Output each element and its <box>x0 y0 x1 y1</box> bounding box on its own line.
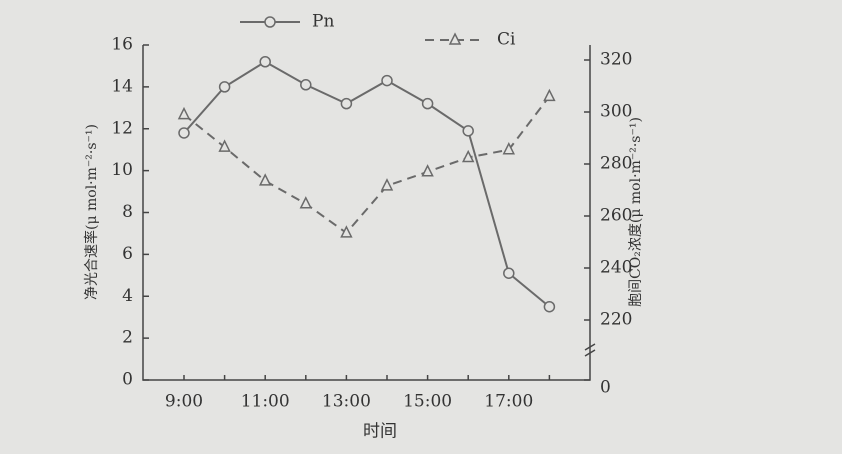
y-axis-title: 净光合速率(μ mol·m⁻²·s⁻¹) <box>83 124 100 300</box>
legend-label: Ci <box>497 30 516 50</box>
point <box>543 300 556 313</box>
y2-tick-label: 240 <box>600 258 632 278</box>
point <box>259 56 271 68</box>
y2-tick-label: 280 <box>600 154 632 174</box>
y-tick-label: 8 <box>122 202 133 222</box>
point <box>421 164 434 177</box>
y2-tick-label: 0 <box>600 378 611 398</box>
x-axis-title: 时间 <box>363 422 397 442</box>
point <box>218 81 231 93</box>
point <box>502 142 516 155</box>
x-tick-label: 13:00 <box>322 392 371 412</box>
x-tick-label: 9:00 <box>165 392 203 412</box>
point <box>462 125 474 137</box>
y-tick-label: 14 <box>111 76 133 96</box>
point <box>218 139 231 152</box>
y2-tick-label: 260 <box>600 206 632 226</box>
series-line <box>183 60 551 308</box>
legend-marker <box>448 32 462 45</box>
x-tick-label: 11:00 <box>241 392 290 412</box>
point <box>381 74 393 87</box>
x-tick-label: 17:00 <box>484 392 533 412</box>
point <box>299 196 313 209</box>
point <box>340 97 353 110</box>
point <box>421 97 434 110</box>
legend-label: Pn <box>312 12 334 32</box>
series-line <box>183 95 551 235</box>
y-tick-label: 12 <box>111 118 133 138</box>
point <box>380 178 394 191</box>
legend-marker <box>264 16 276 28</box>
point <box>543 88 556 102</box>
y2-tick-label: 220 <box>600 310 632 330</box>
y-tick-label: 10 <box>111 160 133 180</box>
point <box>178 127 190 139</box>
point <box>461 149 475 163</box>
y2-tick-label: 300 <box>600 102 632 122</box>
y-tick-label: 4 <box>122 286 133 306</box>
point <box>177 106 191 120</box>
y-tick-label: 0 <box>122 370 133 390</box>
point <box>258 173 272 186</box>
y2-tick-label: 320 <box>600 50 632 70</box>
y-tick-label: 2 <box>122 328 133 348</box>
point <box>340 225 353 238</box>
axis-break <box>584 343 596 357</box>
point <box>503 267 515 279</box>
x-tick-label: 15:00 <box>403 392 452 412</box>
y2-axis-title: 胞间CO₂浓度(μ mol·m⁻²·s⁻¹) <box>628 117 644 307</box>
y-tick-label: 6 <box>122 244 133 264</box>
axes <box>142 45 591 381</box>
point <box>300 79 312 91</box>
y-tick-label: 16 <box>111 35 133 55</box>
